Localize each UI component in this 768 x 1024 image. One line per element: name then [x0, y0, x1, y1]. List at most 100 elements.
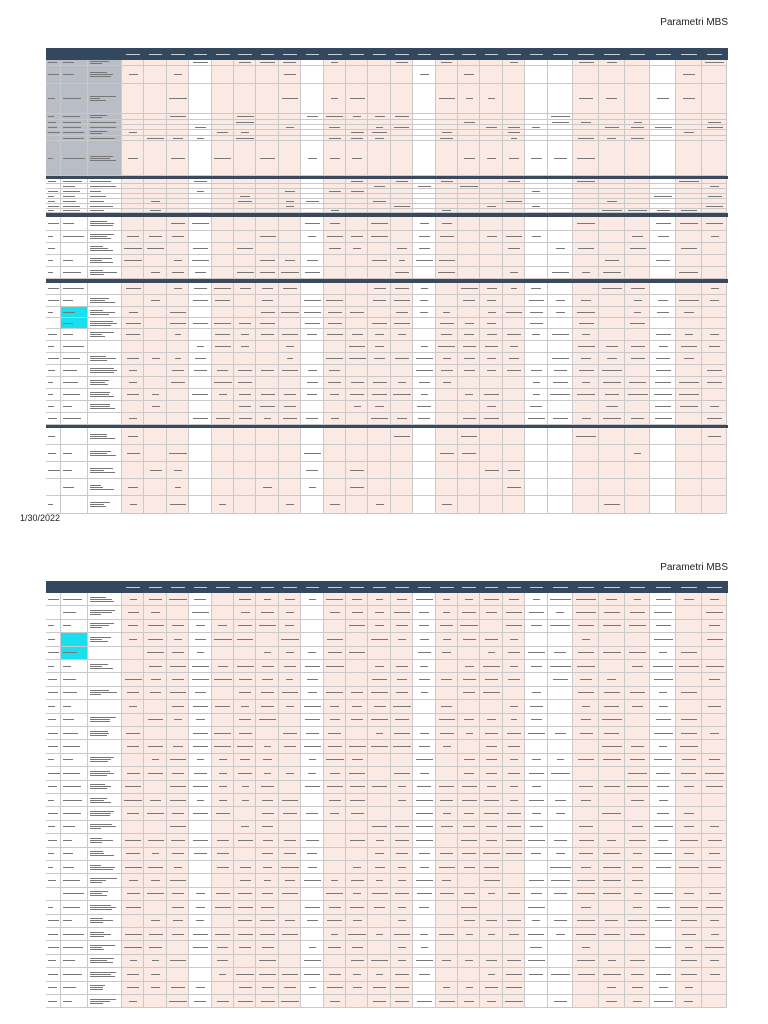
cell-text — [350, 960, 364, 962]
cell-text — [328, 137, 341, 139]
table-cell — [368, 141, 391, 176]
table-cell — [144, 633, 167, 647]
column-header — [440, 54, 454, 55]
cell-text — [215, 300, 231, 301]
table-cell — [234, 968, 257, 982]
cell-text — [90, 640, 108, 642]
cell-text — [127, 813, 140, 815]
table-cell — [61, 267, 88, 279]
table-cell — [502, 807, 526, 821]
cell-text — [192, 394, 209, 395]
table-cell — [599, 673, 625, 687]
cell-text — [90, 947, 103, 949]
table-cell — [368, 199, 391, 204]
table-cell — [502, 184, 526, 189]
table-cell — [166, 713, 190, 727]
table-cell — [525, 283, 548, 295]
cell-text — [680, 692, 698, 694]
cell-text — [580, 679, 593, 681]
cell-text — [90, 115, 108, 116]
table-cell — [301, 199, 324, 204]
table-cell — [61, 700, 88, 714]
table-cell — [368, 353, 391, 365]
column-header — [604, 54, 620, 55]
cell-text — [397, 382, 407, 383]
cell-text — [241, 346, 249, 347]
table-cell — [368, 606, 391, 620]
table-cell — [573, 189, 599, 194]
table-cell — [480, 807, 503, 821]
cell-text — [90, 320, 114, 322]
table-cell — [88, 341, 122, 353]
table-cell — [144, 834, 167, 848]
cell-text — [680, 406, 698, 407]
table-cell — [435, 901, 458, 915]
cell-text — [236, 137, 255, 139]
table-cell — [390, 255, 414, 267]
table-cell — [301, 141, 324, 176]
table-cell — [624, 66, 651, 84]
cell-text — [462, 418, 476, 419]
table-cell — [46, 243, 61, 255]
cell-text — [329, 157, 340, 159]
table-cell — [301, 807, 324, 821]
cell-text — [486, 960, 497, 962]
table-cell — [368, 619, 391, 634]
cell-text — [709, 625, 721, 627]
table-cell — [166, 307, 190, 318]
cell-text — [63, 346, 84, 347]
table-cell — [256, 593, 279, 607]
cell-text — [351, 612, 363, 614]
table-cell — [547, 204, 574, 209]
cell-text — [707, 418, 723, 419]
cell-text — [528, 418, 545, 419]
cell-text — [351, 759, 363, 761]
table-cell — [234, 619, 257, 634]
table-cell — [480, 686, 503, 701]
table-cell — [234, 401, 257, 413]
table-cell — [480, 125, 503, 130]
table-cell — [480, 283, 503, 295]
cell-text — [528, 772, 544, 774]
table-cell — [323, 365, 346, 377]
table-cell — [46, 114, 61, 120]
table-cell — [61, 209, 88, 213]
cell-text — [555, 311, 566, 313]
cell-text — [237, 746, 254, 748]
cell-text — [63, 920, 73, 922]
cell-text — [331, 880, 339, 882]
table-cell — [301, 619, 324, 634]
cell-text — [216, 866, 229, 868]
table-cell — [701, 136, 728, 141]
table-cell — [547, 377, 574, 389]
cell-text — [461, 799, 477, 801]
table-cell — [122, 727, 145, 741]
table-cell — [346, 673, 369, 687]
table-cell — [676, 834, 702, 848]
cell-text — [441, 504, 452, 505]
cell-text — [419, 853, 430, 855]
cell-text — [90, 155, 113, 157]
cell-text — [329, 223, 341, 224]
table-cell — [46, 318, 61, 329]
cell-text — [633, 598, 642, 600]
cell-text — [152, 759, 159, 761]
table-cell — [676, 184, 702, 189]
cell-text — [484, 469, 499, 471]
cell-text — [632, 880, 643, 882]
table-cell — [650, 377, 677, 389]
table-cell — [435, 199, 458, 204]
table-cell — [413, 496, 436, 514]
cell-text — [90, 437, 116, 439]
column-header — [552, 54, 569, 55]
table-cell — [624, 329, 651, 341]
table-cell — [502, 307, 526, 318]
cell-text — [576, 598, 597, 600]
cell-text — [394, 358, 410, 359]
cell-text — [48, 406, 54, 407]
cell-text — [396, 692, 408, 694]
table-cell — [458, 60, 481, 66]
cell-text — [48, 248, 55, 249]
cell-text — [90, 311, 115, 313]
table-cell — [144, 794, 167, 808]
